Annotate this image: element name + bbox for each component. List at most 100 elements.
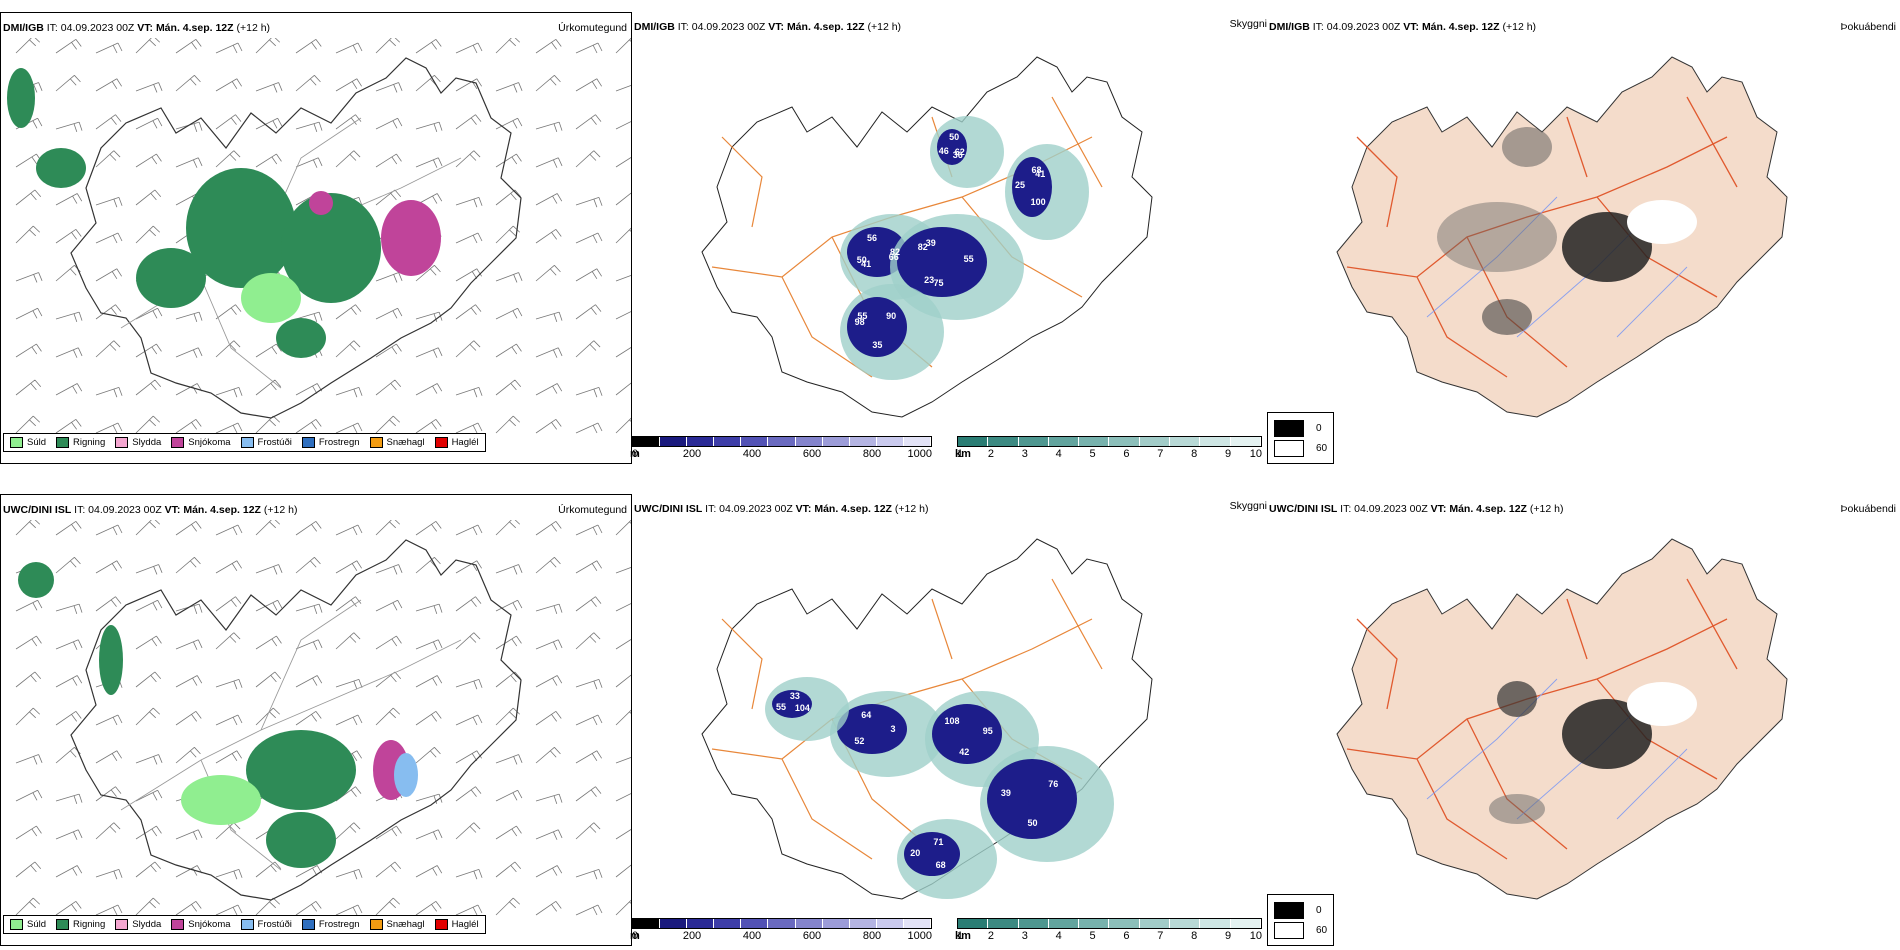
legend-item: Slydda xyxy=(115,437,161,448)
panel-title: DMI/IGB IT: 04.09.2023 00Z VT: Mán. 4.se… xyxy=(1269,21,1537,33)
visibility-areas xyxy=(840,116,1089,380)
height-scale: 0 200 400 600 800 1000 m xyxy=(630,436,932,461)
precip-map xyxy=(15,520,631,916)
visibility-map xyxy=(701,56,1153,418)
scale-tick: 7 xyxy=(1157,930,1164,942)
scale-tick: 400 xyxy=(742,448,762,460)
legend-item: Frostregn xyxy=(301,437,360,448)
rain-area xyxy=(281,193,381,303)
fog-legend-label: 0 xyxy=(1316,422,1322,434)
visibility-value: 68 xyxy=(1031,165,1042,176)
scale-tick: 6 xyxy=(1123,448,1130,460)
visibility-value: 98 xyxy=(854,317,865,328)
legend-item: Súld xyxy=(10,437,46,448)
visibility-panel-top: DMI/IGB IT: 04.09.2023 00Z VT: Mán. 4.se… xyxy=(630,12,1267,464)
legend-item: Haglél xyxy=(434,437,479,448)
scale-unit: m xyxy=(630,930,640,942)
legend-item: Rigning xyxy=(56,919,105,930)
visibility-value: 23 xyxy=(924,275,935,286)
legend-label: Snæhagl xyxy=(386,437,425,448)
legend-label: Snjókoma xyxy=(188,919,231,930)
panel-title: UWC/DINI ISL IT: 04.09.2023 00Z VT: Mán.… xyxy=(3,504,298,516)
glacier xyxy=(1627,200,1697,244)
visibility-value: 46 xyxy=(938,146,949,157)
legend-label: Frostúði xyxy=(257,919,292,930)
legend-swatch xyxy=(10,919,23,930)
visibility-value: 41 xyxy=(1035,168,1046,179)
scale-tick: 800 xyxy=(862,448,882,460)
scale-tick: 2 xyxy=(987,448,994,460)
height-scale: 0 200 400 600 800 1000 m xyxy=(630,918,932,943)
drizzle-area xyxy=(241,273,301,323)
visibility-panel-bottom: UWC/DINI ISL IT: 04.09.2023 00Z VT: Mán.… xyxy=(630,494,1267,946)
legend-swatch xyxy=(240,437,254,448)
legend-item: Rigning xyxy=(56,437,105,448)
scale-tick: 8 xyxy=(1191,930,1198,942)
fog-index-areas xyxy=(1489,681,1652,824)
visibility-scale: 1 2 3 4 5 6 7 8 9 10 km xyxy=(955,436,1262,461)
fog-panel-bottom: UWC/DINI ISL IT: 04.09.2023 00Z VT: Mán.… xyxy=(1267,494,1900,946)
fog-legend-item: 0 xyxy=(1274,418,1327,438)
scale-tick: 1 xyxy=(957,930,964,942)
legend-label: Haglél xyxy=(451,437,479,448)
scale-unit: km xyxy=(955,448,971,460)
visibility-value: 68 xyxy=(935,860,946,871)
scale-tick: 2 xyxy=(987,930,994,942)
land xyxy=(1336,538,1788,900)
snow-area xyxy=(309,191,333,215)
legend-item: Snjókoma xyxy=(171,919,231,930)
visibility-value: 25 xyxy=(1015,180,1026,191)
fog-legend-swatch xyxy=(1274,439,1304,457)
visibility-value: 55 xyxy=(963,253,974,264)
scale-tick: 3 xyxy=(1021,448,1028,460)
legend-label: Frostúði xyxy=(257,437,292,448)
rain-area xyxy=(36,148,86,188)
rain-area xyxy=(99,625,123,695)
visibility-value: 82 xyxy=(889,247,901,257)
land xyxy=(1336,56,1788,418)
scale-tick: 200 xyxy=(682,930,702,942)
scale-tick: 800 xyxy=(862,930,882,942)
scale-unit: m xyxy=(630,448,640,460)
visibility-value: 82 xyxy=(917,242,928,253)
visibility-value: 55 xyxy=(775,702,786,713)
scale-tick: 0 xyxy=(632,930,639,942)
rain-area xyxy=(7,68,35,128)
visibility-value: 95 xyxy=(982,726,993,737)
panel-parameter: Skyggni xyxy=(1229,500,1267,512)
precip-legend: Súld Rigning Slydda Snjókoma Frostúði Frostre… xyxy=(3,915,486,934)
scale-tick: 7 xyxy=(1157,448,1164,460)
visibility-value: 20 xyxy=(910,847,921,858)
rain-area xyxy=(136,248,206,308)
fog-legend-item: 0 xyxy=(1274,900,1327,920)
legend-swatch xyxy=(115,919,129,930)
precip-panel-top: DMI/IGB IT: 04.09.2023 00Z VT: Mán. 4.se… xyxy=(0,12,632,464)
legend-swatch xyxy=(10,437,23,448)
legend-label: Rigning xyxy=(73,437,106,448)
scale-tick: 10 xyxy=(1249,930,1262,942)
scale-unit: km xyxy=(955,930,971,942)
scale-tick: 3 xyxy=(1021,930,1028,942)
visibility-value: 100 xyxy=(1030,197,1046,208)
legend-item: Frostregn xyxy=(301,919,360,930)
visibility-value: 42 xyxy=(959,746,970,757)
rain-area xyxy=(276,318,326,358)
fog-panel-top: DMI/IGB IT: 04.09.2023 00Z VT: Mán. 4.se… xyxy=(1267,12,1900,464)
rain-area xyxy=(246,730,356,810)
legend-item: Slydda xyxy=(115,919,161,930)
visibility-value: 71 xyxy=(933,836,944,847)
scale-tick: 6 xyxy=(1123,930,1130,942)
legend-swatch xyxy=(369,437,383,448)
legend-label: Frostregn xyxy=(318,919,360,930)
visibility-value: 75 xyxy=(933,277,944,288)
scale-tick: 4 xyxy=(1055,930,1062,942)
legend-swatch xyxy=(171,437,185,448)
visibility-value: 52 xyxy=(854,735,865,746)
scale-tick: 9 xyxy=(1225,448,1232,460)
visibility-value: 50 xyxy=(1027,817,1038,828)
fog-legend: 0 60 xyxy=(1267,894,1335,946)
scale-tick: 1000 xyxy=(907,448,932,460)
fog-legend-swatch xyxy=(1274,419,1304,437)
rain-area xyxy=(18,562,54,598)
visibility-value: 3 xyxy=(890,724,896,734)
